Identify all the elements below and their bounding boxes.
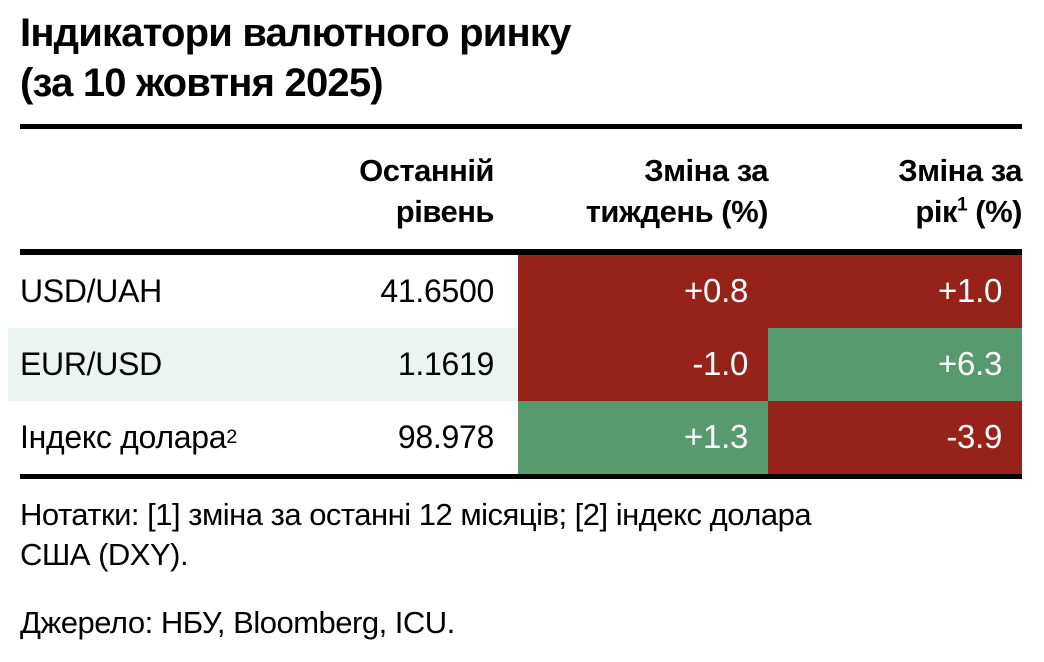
header-spacer [8, 151, 300, 233]
year-change-value: +1.0 [768, 254, 1022, 328]
row-label: Індекс долара 2 [20, 418, 237, 455]
week-change-value: +1.3 [518, 400, 768, 474]
table-row-usd-uah: USD/UAH 41.6500 +0.8 +1.0 [8, 254, 1022, 328]
week-change-value: +0.8 [518, 254, 768, 328]
table-row-dollar-index: Індекс долара 2 98.978 +1.3 -3.9 [8, 400, 1022, 474]
footnotes: Нотатки: [1] зміна за останні 12 місяців… [20, 496, 812, 572]
column-header-last-level: Останній рівень [359, 152, 494, 229]
column-header-year-change: Зміна за рік1 (%) [898, 152, 1022, 229]
report-figure: Індикатори валютного ринку (за 10 жовтня… [8, 8, 1023, 641]
table-bottom-divider [20, 473, 1022, 479]
table-row-eur-usd: EUR/USD 1.1619 -1.0 +6.3 [8, 327, 1022, 401]
column-header-week-change: Зміна за тиждень (%) [585, 152, 769, 229]
source-line: Джерело: НБУ, Bloomberg, ICU. [20, 605, 455, 641]
last-level-value: 98.978 [397, 418, 494, 455]
row-label: USD/UAH [20, 272, 162, 309]
table-header-row: Останній рівень Зміна за тиждень (%) Змі… [8, 129, 1022, 249]
footnote-ref-1: 1 [956, 194, 968, 216]
year-change-value: +6.3 [768, 327, 1022, 401]
last-level-value: 1.1619 [397, 345, 494, 382]
page-title-line1: Індикатори валютного ринку [20, 11, 571, 55]
title-divider [20, 123, 1022, 129]
last-level-value: 41.6500 [380, 272, 494, 309]
page-title-line2: (за 10 жовтня 2025) [20, 61, 384, 106]
header-divider [20, 248, 1022, 255]
row-label: EUR/USD [20, 345, 162, 382]
week-change-value: -1.0 [518, 327, 768, 401]
fx-indicators-table: Останній рівень Зміна за тиждень (%) Змі… [8, 129, 1023, 474]
page-title: Індикатори валютного ринку (за 10 жовтня… [20, 8, 1022, 109]
year-change-value: -3.9 [768, 400, 1022, 474]
